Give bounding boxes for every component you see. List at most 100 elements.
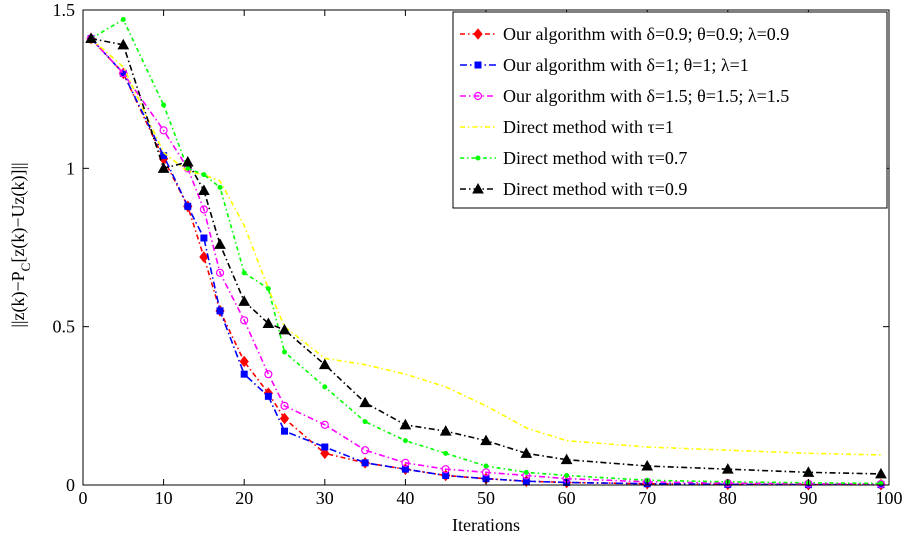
data-point-1-9 — [321, 443, 329, 451]
legend: Our algorithm with δ=0.9; θ=0.9; λ=0.9 Ou… — [452, 11, 888, 209]
data-point-5-2 — [157, 162, 170, 173]
legend-item-2: Our algorithm with δ=1.5; θ=1.5; λ=1.5 — [460, 86, 789, 106]
data-point-4-15 — [564, 473, 570, 478]
series-layer — [85, 17, 887, 491]
y-tick-label-3: 1.5 — [53, 0, 76, 20]
x-tick-label-0: 0 — [79, 488, 88, 508]
y-axis-title-main: ||z(k)−P — [8, 271, 29, 327]
data-point-5-12 — [439, 425, 452, 436]
data-point-1-8 — [281, 427, 288, 435]
data-point-4-10 — [362, 419, 368, 425]
data-point-2-2 — [159, 126, 168, 135]
legend-items: Our algorithm with δ=0.9; θ=0.9; λ=0.9 Ou… — [460, 24, 789, 199]
data-point-1-5 — [216, 307, 224, 315]
legend-marker-5 — [472, 182, 484, 194]
x-tick-label-3: 30 — [316, 488, 334, 508]
y-tick-label-1: 0.5 — [53, 317, 76, 337]
legend-marker-1 — [474, 61, 482, 69]
data-point-4-2 — [161, 102, 167, 108]
data-point-2-6 — [240, 316, 249, 325]
data-point-4-14 — [523, 469, 529, 475]
data-point-5-10 — [359, 396, 371, 408]
data-point-4-12 — [443, 450, 449, 456]
series-5 — [85, 32, 887, 479]
data-point-5-7 — [262, 317, 275, 328]
legend-marker-4 — [475, 155, 481, 161]
data-point-2-9 — [320, 420, 329, 429]
legend-label-5: Direct method with τ=0.9 — [503, 179, 687, 199]
data-point-4-6 — [241, 270, 247, 276]
data-point-5-1 — [117, 38, 130, 50]
y-axis-title: ||z(k)−PC[z(k)−Uz(k)]|| — [8, 162, 33, 327]
data-point-5-17 — [721, 463, 734, 474]
x-tick-label-10: 100 — [876, 488, 903, 508]
data-point-5-16 — [641, 459, 654, 471]
data-point-1-7 — [264, 392, 272, 400]
data-point-4-7 — [265, 286, 271, 292]
series-2 — [86, 34, 886, 489]
legend-label-1: Our algorithm with δ=1; θ=1; λ=1 — [503, 55, 749, 75]
data-point-1-4 — [200, 234, 208, 242]
data-point-5-9 — [318, 358, 331, 370]
x-tick-label-6: 60 — [558, 488, 576, 508]
data-point-5-18 — [802, 466, 815, 477]
data-point-2-7 — [264, 370, 273, 379]
data-point-4-5 — [217, 184, 223, 190]
x-axis-title: Iterations — [452, 515, 520, 535]
data-point-5-8 — [278, 323, 291, 335]
data-point-5-5 — [214, 238, 226, 249]
data-point-4-11 — [402, 438, 408, 444]
series-line-1 — [90, 37, 881, 486]
legend-box — [452, 11, 888, 209]
data-point-2-11 — [401, 458, 410, 467]
legend-label-0: Our algorithm with δ=0.9; θ=0.9; λ=0.9 — [503, 24, 789, 44]
x-tick-label-5: 50 — [477, 488, 495, 508]
series-line-2 — [90, 37, 881, 485]
legend-item-3: Direct method with τ=1 — [460, 117, 674, 137]
legend-label-4: Direct method with τ=0.7 — [503, 148, 687, 168]
series-line-3 — [90, 37, 881, 456]
y-tick-label-2: 1 — [66, 158, 75, 178]
data-point-4-4 — [201, 172, 207, 178]
data-point-1-10 — [361, 459, 369, 467]
legend-label-2: Our algorithm with δ=1.5; θ=1.5; λ=1.5 — [503, 86, 789, 106]
y-axis-title-subscript: C — [18, 263, 33, 272]
data-point-2-8 — [280, 401, 289, 410]
legend-item-1: Our algorithm with δ=1; θ=1; λ=1 — [460, 55, 749, 75]
data-point-5-11 — [399, 418, 412, 430]
y-axis-title-rest: [z(k)−Uz(k)]|| — [8, 162, 29, 262]
data-point-5-15 — [560, 453, 573, 465]
series-line-4 — [90, 18, 881, 485]
x-tick-label-7: 70 — [638, 488, 656, 508]
x-tick-label-8: 80 — [719, 488, 737, 508]
data-point-1-11 — [401, 465, 409, 473]
x-tick-label-1: 10 — [155, 488, 173, 508]
legend-marker-0 — [473, 28, 483, 40]
data-point-4-13 — [483, 463, 489, 469]
series-line-5 — [90, 37, 881, 475]
y-tick-label-0: 0 — [66, 475, 75, 495]
data-point-2-4 — [199, 205, 208, 214]
data-point-4-1 — [120, 17, 126, 22]
legend-item-4: Direct method with τ=0.7 — [460, 148, 687, 168]
data-point-0-4 — [199, 251, 209, 263]
data-point-0-6 — [239, 355, 249, 368]
data-point-5-6 — [238, 295, 251, 306]
series-3 — [90, 37, 881, 456]
x-tick-label-9: 90 — [799, 488, 817, 508]
data-point-2-5 — [215, 268, 225, 277]
data-point-4-3 — [185, 165, 191, 171]
data-point-1-12 — [442, 472, 450, 479]
data-point-5-14 — [520, 447, 533, 458]
data-point-1-3 — [184, 202, 192, 210]
series-line-0 — [90, 37, 881, 486]
legend-item-5: Direct method with τ=0.9 — [460, 179, 687, 199]
data-point-5-4 — [198, 184, 210, 195]
legend-item-0: Our algorithm with δ=0.9; θ=0.9; λ=0.9 — [460, 24, 789, 44]
ticks-layer: 0 10 20 30 40 50 60 70 80 90 100 0 0.5 1 1.5 — [53, 0, 903, 508]
data-point-2-13 — [481, 468, 491, 477]
data-point-5-3 — [181, 155, 194, 167]
data-point-5-19 — [875, 467, 887, 479]
data-point-1-6 — [240, 370, 248, 378]
